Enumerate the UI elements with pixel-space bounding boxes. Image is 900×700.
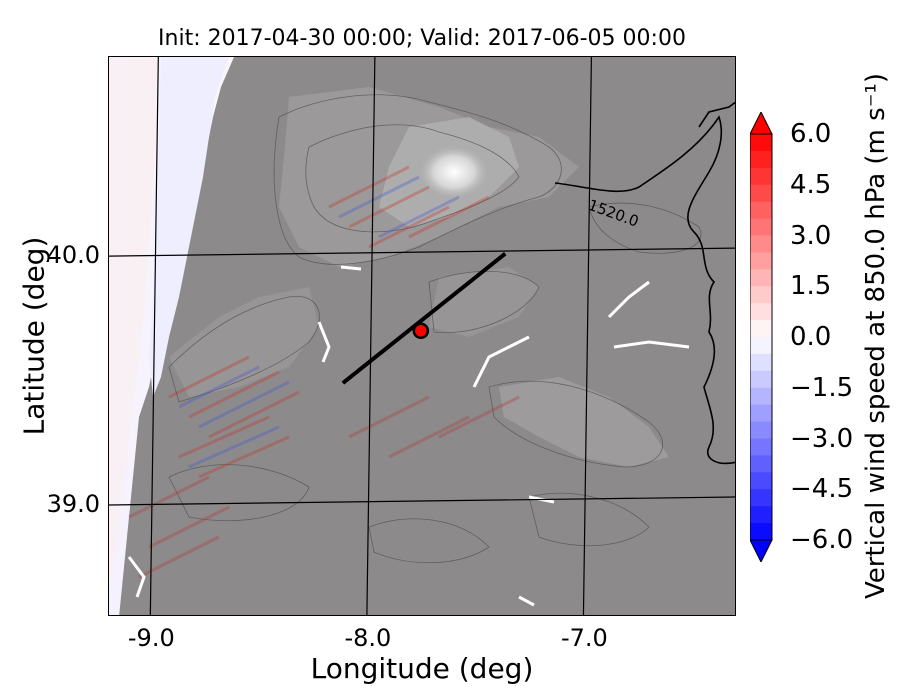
colorbar-band xyxy=(750,269,772,287)
colorbar-tick-label: −4.5 xyxy=(790,474,854,505)
wind-streaks xyxy=(128,165,520,579)
colorbar-tick-label: −3.0 xyxy=(790,423,854,454)
coastal-band xyxy=(149,57,229,397)
colorbar-band xyxy=(750,370,772,389)
location-marker[interactable] xyxy=(412,322,430,340)
colorbar-band xyxy=(750,387,772,406)
x-tick-label: -7.0 xyxy=(560,624,608,652)
colorbar-tick-label: −1.5 xyxy=(790,372,854,403)
colorbar-band xyxy=(750,218,772,236)
colorbar-tick-label: 6.0 xyxy=(790,119,832,149)
colorbar-band xyxy=(750,150,772,169)
colorbar-band xyxy=(750,320,772,338)
colorbar-band xyxy=(750,201,772,220)
colorbar-band xyxy=(750,421,772,439)
colorbar-band xyxy=(750,252,772,270)
graticule xyxy=(109,57,735,615)
colorbar-tick-label: 0.0 xyxy=(790,322,832,352)
colorbar-band xyxy=(750,489,772,507)
x-tick-label: -9.0 xyxy=(127,624,175,652)
parallel-line-1 xyxy=(109,496,735,506)
highland-zone xyxy=(499,377,669,467)
colorbar-band xyxy=(750,303,772,321)
summit-highlight xyxy=(420,146,488,198)
terrain-contours xyxy=(168,94,702,564)
x-tick-label: -8.0 xyxy=(344,624,392,652)
parallel-line-0 xyxy=(109,247,735,257)
colorbar-tick-label: 1.5 xyxy=(790,271,832,302)
contour-label: 1520.0 xyxy=(586,196,641,231)
height-contour-1520 xyxy=(554,115,735,465)
colorbar-frame xyxy=(750,133,773,541)
colorbar-band xyxy=(750,337,772,355)
plot-title: Init: 2017-04-30 00:00; Valid: 2017-06-0… xyxy=(158,26,686,51)
highland-zone xyxy=(169,287,319,397)
colorbar-band xyxy=(750,523,772,541)
y-axis-label: Latitude (deg) xyxy=(17,236,51,436)
colorbar-tick-label: 4.5 xyxy=(790,169,832,200)
height-contour-1520 xyxy=(698,101,735,128)
coastal-strip xyxy=(109,57,157,597)
colorbar-band xyxy=(750,167,772,186)
colorbar-extend-max xyxy=(750,112,773,135)
colorbar-band xyxy=(750,455,772,473)
colorbar-band xyxy=(750,353,772,372)
colorbar-extend-min xyxy=(750,539,773,562)
colorbar-band xyxy=(750,404,772,423)
meridian-line-2 xyxy=(582,57,593,615)
meridian-line-0 xyxy=(149,57,159,615)
colorbar-tick-label: 3.0 xyxy=(790,220,832,251)
cross-section-line[interactable] xyxy=(341,252,507,385)
y-tick-label: 39.0 xyxy=(46,490,100,518)
colorbar-band xyxy=(750,184,772,203)
colorbar-label: Vertical wind speed at 850.0 hPa (m s⁻¹) xyxy=(861,73,891,599)
y-tick-label: 40.0 xyxy=(46,241,100,270)
map-canvas: 1520.0 xyxy=(109,57,735,615)
rivers xyxy=(127,265,690,607)
colorbar-band xyxy=(750,235,772,253)
map-panel[interactable]: 1520.0 xyxy=(108,56,736,616)
meridian-line-1 xyxy=(366,57,376,615)
colorbar-band xyxy=(750,134,772,152)
colorbar-tick-label: −6.0 xyxy=(790,525,854,555)
x-axis-label: Longitude (deg) xyxy=(310,652,534,685)
colorbar xyxy=(750,112,773,562)
colorbar-band xyxy=(750,286,772,304)
colorbar-band xyxy=(750,472,772,490)
highland-zone xyxy=(429,267,539,337)
colorbar-band xyxy=(750,506,772,524)
colorbar-band xyxy=(750,438,772,456)
